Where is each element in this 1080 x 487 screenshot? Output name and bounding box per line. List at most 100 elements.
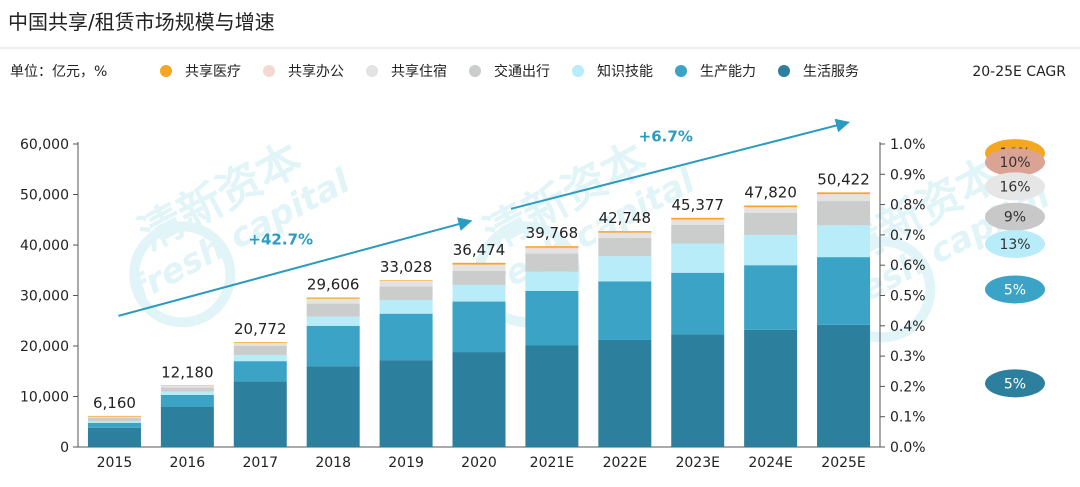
total-labels: 6,160 12,180 20,772 29,606 33,028 36,474 39,76… bbox=[93, 170, 870, 412]
bar-segment bbox=[379, 360, 433, 447]
bar-segment bbox=[744, 265, 798, 330]
total-label: 50,422 bbox=[817, 170, 870, 188]
bar-segment bbox=[598, 233, 652, 238]
x-tick-label: 2025E bbox=[821, 455, 865, 471]
bar-segment bbox=[598, 237, 652, 257]
bar-segment bbox=[87, 415, 141, 417]
bar-segment bbox=[525, 345, 579, 447]
bar-segment bbox=[233, 381, 287, 447]
bars bbox=[87, 192, 871, 447]
total-label: 47,820 bbox=[744, 184, 797, 202]
bar-segment bbox=[525, 271, 579, 291]
bar-segment bbox=[598, 231, 652, 233]
x-tick-label: 2020 bbox=[461, 455, 497, 471]
legend-swatch bbox=[366, 65, 378, 77]
y-tick-label-left: 10,000 bbox=[20, 390, 69, 406]
total-label: 45,377 bbox=[671, 196, 724, 214]
total-label: 33,028 bbox=[380, 258, 433, 276]
cagr-value: 13% bbox=[999, 237, 1030, 253]
bar-stack bbox=[744, 205, 798, 447]
growth-label: +42.7% bbox=[248, 230, 313, 248]
cagr-ellipse bbox=[985, 369, 1045, 398]
cagr-badge: 13% bbox=[985, 229, 1045, 258]
bar-stack bbox=[817, 192, 871, 447]
bar-segment bbox=[744, 329, 798, 447]
cagr-column: 16%10%16%9%13%5%5% bbox=[985, 139, 1045, 398]
bar-segment bbox=[452, 264, 506, 266]
cagr-value: 5% bbox=[1004, 376, 1026, 392]
bar-segment bbox=[598, 281, 652, 340]
bar-segment bbox=[306, 366, 360, 447]
y-tick-label-right: 0.5% bbox=[890, 289, 926, 305]
cagr-badge: 5% bbox=[985, 275, 1045, 304]
bar-stack bbox=[160, 385, 214, 447]
total-label: 29,606 bbox=[307, 275, 360, 293]
legend-item: 交通出行 bbox=[469, 63, 550, 80]
legend-swatch bbox=[160, 65, 172, 77]
cagr-ellipse bbox=[985, 275, 1045, 304]
unit-label: 单位：亿元，% bbox=[10, 64, 107, 80]
bar-segment bbox=[160, 391, 214, 395]
bar-segment bbox=[598, 339, 652, 447]
bar-segment bbox=[452, 262, 506, 265]
cagr-value: 10% bbox=[999, 155, 1030, 171]
bar-segment bbox=[525, 290, 579, 346]
y-tick-label-left: 20,000 bbox=[20, 339, 69, 355]
legend-label: 共享办公 bbox=[288, 63, 344, 80]
bar-segment bbox=[87, 427, 141, 447]
bar-segment bbox=[671, 243, 725, 273]
bar-segment bbox=[452, 265, 506, 271]
bar-segment bbox=[379, 281, 433, 287]
total-label: 36,474 bbox=[453, 241, 506, 259]
cagr-value: 9% bbox=[1004, 210, 1026, 226]
bar-stack bbox=[87, 415, 141, 447]
cagr-value: 5% bbox=[1004, 282, 1026, 298]
bar-segment bbox=[306, 297, 360, 299]
legend-label: 生活服务 bbox=[803, 64, 859, 80]
y-tick-label-left: 60,000 bbox=[20, 137, 69, 153]
x-tick-label: 2022E bbox=[603, 455, 647, 471]
bar-segment bbox=[598, 232, 652, 234]
bar-segment bbox=[379, 313, 433, 361]
bar-segment bbox=[817, 201, 871, 226]
cagr-badge: 5% bbox=[985, 369, 1045, 398]
cagr-badge: 16% bbox=[985, 172, 1045, 201]
bar-stack bbox=[598, 231, 652, 447]
legend-label: 共享住宿 bbox=[391, 63, 447, 80]
total-label: 6,160 bbox=[93, 394, 136, 412]
bar-segment bbox=[671, 224, 725, 244]
bar-segment bbox=[525, 253, 579, 272]
legend-item: 共享住宿 bbox=[366, 63, 447, 80]
legend-label: 知识技能 bbox=[597, 63, 653, 80]
bar-segment bbox=[817, 257, 871, 325]
bar-segment bbox=[452, 301, 506, 353]
bar-segment bbox=[671, 334, 725, 447]
bar-segment bbox=[233, 355, 287, 362]
legend-item: 共享办公 bbox=[263, 63, 344, 80]
x-tick-label: 2017 bbox=[242, 455, 278, 471]
legend-item: 共享医疗 bbox=[160, 63, 241, 80]
bar-segment bbox=[233, 346, 287, 356]
bar-stack bbox=[306, 297, 360, 447]
bar-stack bbox=[452, 262, 506, 447]
y-tick-label-right: 0.8% bbox=[890, 198, 926, 214]
legend-swatch bbox=[778, 65, 790, 77]
bar-segment bbox=[744, 208, 798, 213]
legend: 共享医疗 共享办公 共享住宿 交通出行 知识技能 生产能力 生活服务 bbox=[160, 63, 859, 80]
y-tick-label-right: 0.7% bbox=[890, 228, 926, 244]
bar-segment bbox=[379, 280, 433, 282]
x-tick-label: 2019 bbox=[388, 455, 424, 471]
total-label: 42,748 bbox=[599, 209, 652, 227]
x-tick-label: 2016 bbox=[170, 455, 206, 471]
bar-segment bbox=[817, 324, 871, 447]
bar-segment bbox=[160, 386, 214, 388]
bar-segment bbox=[233, 361, 287, 382]
bar-segment bbox=[525, 247, 579, 250]
bar-segment bbox=[452, 284, 506, 302]
bar-segment bbox=[525, 246, 579, 248]
bar-segment bbox=[598, 256, 652, 282]
bar-segment bbox=[87, 417, 141, 422]
bar-segment bbox=[744, 205, 798, 208]
bar-stack bbox=[379, 280, 433, 447]
bar-segment bbox=[160, 385, 214, 386]
